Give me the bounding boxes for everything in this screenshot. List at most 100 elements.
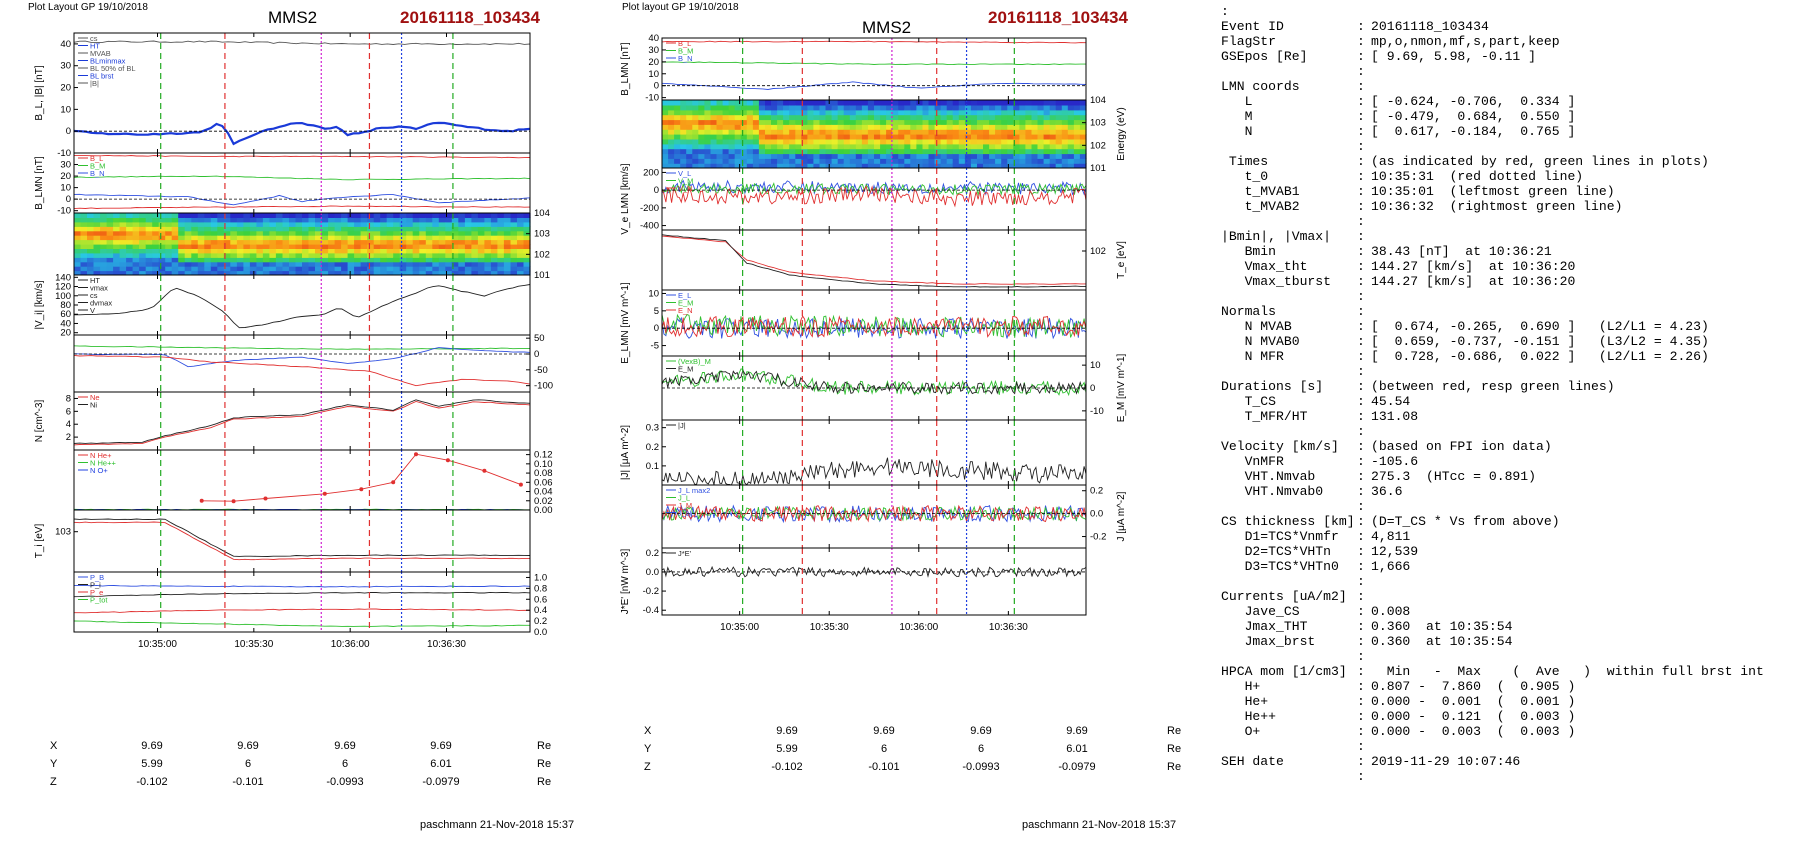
spectrogram-cell: [1001, 104, 1008, 111]
spectrogram-cell: [119, 252, 127, 258]
spectrogram-cell: [964, 143, 972, 150]
summary-value: 144.27 [km/s] at 10:36:20: [1371, 259, 1576, 274]
spectrogram-cell: [958, 138, 966, 145]
spectrogram-cell: [692, 104, 699, 111]
spectrogram-cell: [752, 158, 760, 164]
spectrogram-cell: [1061, 114, 1069, 121]
summary-row: T_CS:45.54: [1221, 394, 1764, 409]
spectrogram-cell: [295, 248, 303, 254]
spectrogram-cell: [813, 100, 821, 106]
summary-colon: :: [1357, 64, 1365, 79]
spectrogram-cell: [145, 213, 153, 218]
legend-entry: HT: [90, 42, 100, 51]
spectrogram-cell: [380, 270, 388, 276]
spectrogram-cell: [801, 143, 808, 150]
spectrogram-cell: [874, 153, 881, 159]
spectrogram-cell: [191, 230, 199, 236]
spectrogram-cell: [734, 114, 742, 121]
spectrogram-cell: [517, 252, 525, 258]
spectrogram-cell: [758, 109, 766, 116]
summary-key: Jave_CS: [1221, 604, 1300, 619]
summary-value: 0.360 at 10:35:54: [1371, 634, 1513, 649]
y-axis-label: B_LMN [nT]: [620, 42, 631, 96]
spectrogram-cell: [777, 163, 784, 169]
spectrogram-cell: [692, 143, 699, 150]
spectrogram-cell: [119, 261, 127, 267]
spectrogram-cell: [152, 213, 160, 218]
series-line-0: [73, 521, 530, 561]
y-tick-label: -0.2: [643, 586, 659, 597]
spectrogram-cell: [1013, 158, 1020, 164]
spectrogram-cell: [334, 213, 342, 218]
spectrogram-cell: [789, 100, 796, 106]
spectrogram-cell: [886, 104, 893, 111]
spectrogram-cell: [698, 129, 705, 135]
spectrogram-cell: [740, 114, 748, 121]
spectrogram-cell: [419, 252, 427, 258]
summary-value: 0.000 - 0.001 ( 0.001 ): [1371, 694, 1576, 709]
y-tick-label: 10: [648, 288, 659, 299]
summary-row: :: [1221, 649, 1764, 664]
spectrogram-cell: [373, 235, 381, 241]
spectrogram-cell: [295, 239, 303, 245]
legend-entry: P_e: [90, 588, 103, 597]
summary-value: 0.807 - 7.860 ( 0.905 ): [1371, 679, 1576, 694]
spectrogram-cell: [243, 266, 251, 272]
spectrogram-cell: [946, 148, 954, 155]
y-tick-label: 40: [60, 39, 71, 50]
spectrogram-cell: [746, 124, 754, 130]
spectrogram-cell: [119, 248, 127, 254]
spectrogram-cell: [686, 104, 693, 111]
spectrogram-cell: [178, 248, 186, 254]
spectrogram-cell: [464, 230, 472, 236]
spectrogram-cell: [87, 217, 95, 223]
spectrogram-cell: [674, 148, 681, 155]
spectrogram-cell: [113, 244, 121, 249]
spectrogram-cell: [360, 244, 368, 249]
coord-label-y: Y: [50, 758, 58, 770]
spectrogram-cell: [946, 124, 954, 130]
spectrogram-cell: [734, 124, 742, 130]
spectrogram-cell: [178, 213, 186, 218]
spectrogram-cell: [746, 100, 754, 106]
summary-value: (as indicated by red, green lines in plo…: [1371, 154, 1709, 169]
spectrogram-cell: [1079, 114, 1087, 121]
spectrogram-cell: [373, 213, 381, 218]
spectrogram-cell: [406, 257, 414, 263]
spectrogram-cell: [471, 235, 479, 241]
spectrogram-cell: [722, 134, 730, 140]
spectrogram-cell: [282, 239, 290, 245]
data-point: [263, 496, 268, 501]
spectrogram-cell: [256, 252, 264, 258]
spectrogram-cell: [989, 158, 996, 164]
spectrogram-cell: [904, 143, 911, 150]
spectrogram-cell: [380, 217, 388, 223]
spectrogram-cell: [210, 248, 218, 254]
spectrogram-cell: [1013, 124, 1020, 130]
spectrogram-cell: [145, 239, 153, 245]
spectrogram-cell: [849, 148, 857, 155]
spectrogram-cell: [801, 109, 808, 116]
spectrogram-cell: [1037, 109, 1045, 116]
spectrogram-cell: [184, 221, 192, 227]
spectrogram-cell: [380, 244, 388, 249]
spectrogram-cell: [874, 158, 881, 164]
spectrogram-cell: [419, 270, 427, 276]
spectrogram-cell: [716, 153, 724, 159]
spectrogram-cell: [977, 158, 984, 164]
spectrogram-cell: [523, 248, 531, 254]
summary-key: Vmax_tburst: [1221, 274, 1332, 289]
spectrogram-cell: [419, 230, 427, 236]
spectrogram-cell: [825, 119, 833, 125]
spectrogram-cell: [100, 226, 108, 232]
spectrogram-cell: [197, 266, 205, 272]
spectrogram-cell: [334, 252, 342, 258]
spectrogram-cell: [438, 235, 446, 241]
spectrogram-cell: [795, 158, 802, 164]
spectrogram-cell: [1019, 153, 1027, 159]
spectrogram-cell: [825, 158, 833, 164]
legend-entry: BL 50% of BL: [90, 64, 136, 73]
spectrogram-cell: [197, 252, 205, 258]
spectrogram-cell: [471, 226, 479, 232]
